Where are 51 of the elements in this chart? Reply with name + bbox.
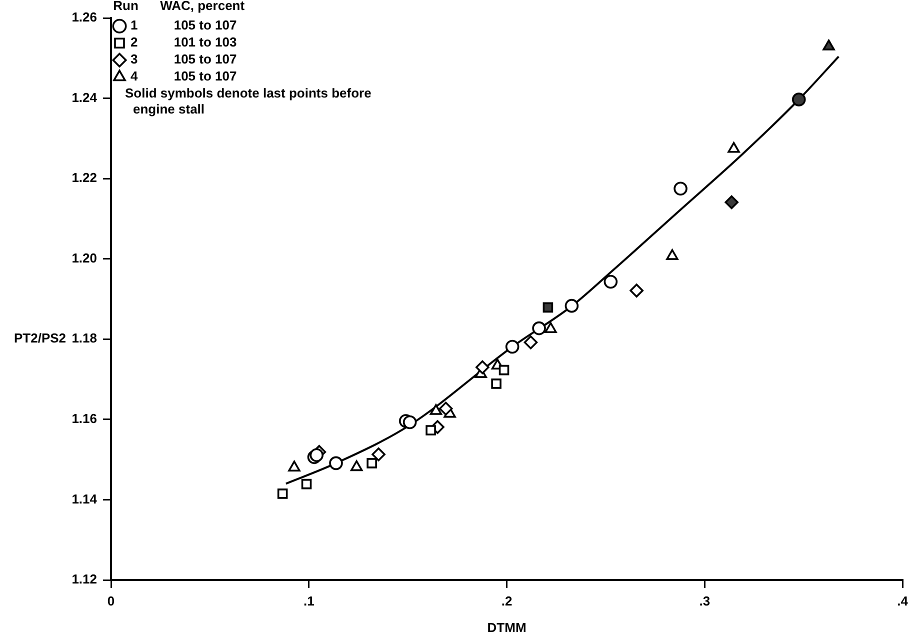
y-tick-label: 1.22: [72, 170, 97, 186]
x-tick-label: .3: [699, 593, 710, 608]
y-tick-label: 1.18: [72, 330, 97, 346]
point: [350, 460, 363, 472]
point: [724, 195, 738, 210]
point: [498, 364, 510, 376]
y-tick-label: 1.12: [72, 572, 97, 587]
point: [505, 340, 520, 354]
point: [438, 402, 453, 416]
x-tick-label: .4: [897, 593, 909, 608]
legend-label: 1 105 to 107: [130, 18, 237, 33]
point: [822, 40, 835, 50]
point: [524, 335, 538, 350]
point: [329, 456, 343, 470]
x-tick-label: .2: [501, 593, 512, 608]
point: [491, 378, 502, 389]
point: [301, 478, 312, 490]
annotation: Solid symbols denote last points before engine stall: [125, 86, 372, 117]
point: [792, 92, 806, 106]
y-tick-label: 1.24: [72, 90, 98, 105]
point: [728, 142, 740, 153]
legend-label: 2 101 to 103: [130, 34, 237, 50]
point: [630, 284, 644, 298]
point: [288, 460, 300, 472]
x-axis-title: DTMM: [487, 620, 526, 635]
point: [666, 249, 678, 260]
point: [277, 488, 288, 499]
point: [476, 360, 490, 374]
point: [426, 425, 436, 436]
point: [544, 322, 557, 334]
point: [430, 404, 442, 415]
point: [366, 458, 377, 468]
y-axis-title: PT2/PS2: [14, 330, 66, 346]
y-tick-label: 1.26: [72, 10, 97, 25]
y-tick-label: 1.14: [72, 491, 98, 506]
point: [674, 182, 688, 196]
point: [604, 274, 618, 289]
point: [542, 302, 554, 313]
legend-label: 4 105 to 107: [130, 68, 237, 84]
x-tick-label: .1: [303, 593, 314, 608]
y-tick-label: 1.16: [72, 411, 97, 426]
y-tick-label: 1.20: [72, 250, 97, 266]
point: [532, 321, 546, 336]
point: [372, 447, 386, 462]
x-tick-label: 0: [107, 593, 115, 608]
point: [402, 415, 417, 430]
line-series: [284, 56, 840, 485]
point: [310, 448, 324, 462]
legend-label: 3 105 to 107: [130, 52, 237, 67]
legend-title: Run WAC, percent: [113, 0, 246, 14]
point: [564, 298, 579, 313]
